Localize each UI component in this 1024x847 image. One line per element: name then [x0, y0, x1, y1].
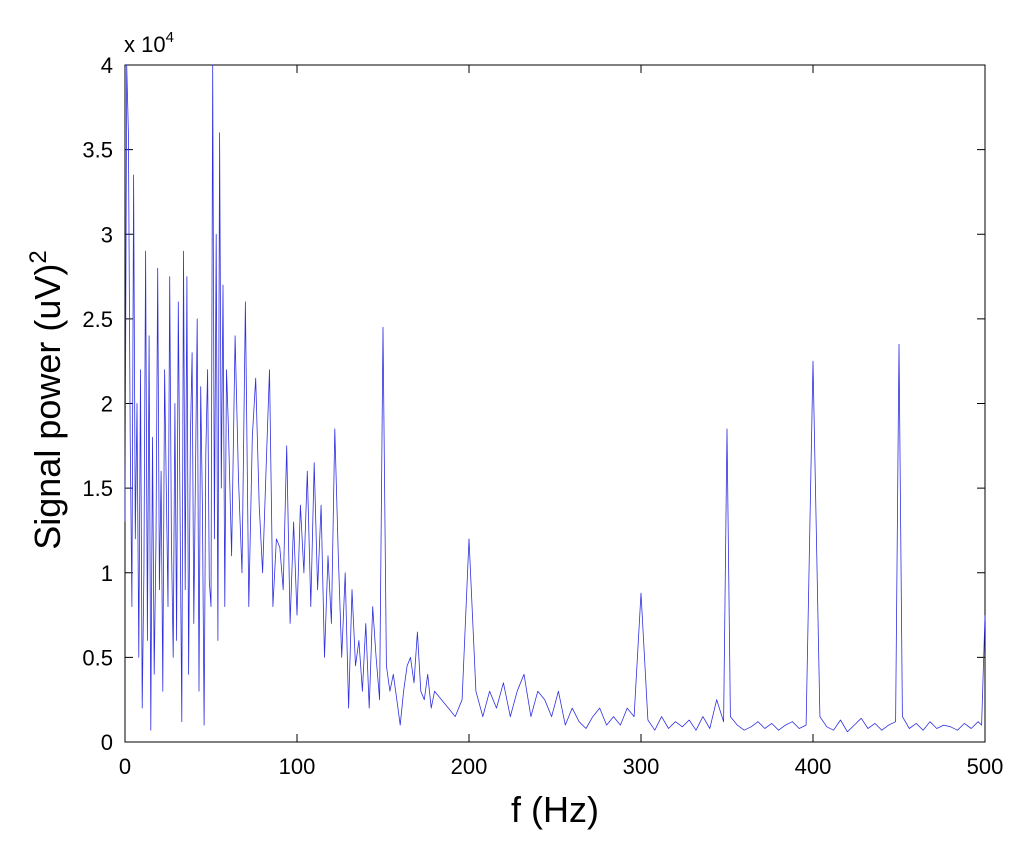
y-tick-label: 0.5 [82, 645, 113, 670]
series-line [124, 64, 986, 733]
y-tick-label: 2 [101, 392, 113, 417]
y-tick-labels: 0 0.5 1 1.5 2 2.5 3 3.5 4 [82, 53, 113, 755]
y-tick-label: 3.5 [82, 138, 113, 163]
x-tick-label: 400 [795, 754, 832, 779]
tick-marks [124, 64, 986, 743]
y-tick-label: 1 [101, 561, 113, 586]
x-tick-label: 300 [623, 754, 660, 779]
x-axis-title: f (Hz) [511, 789, 599, 830]
plot-area [124, 64, 986, 743]
x-tick-labels: 0 100 200 300 400 500 [119, 754, 1003, 779]
y-tick-label: 0 [101, 730, 113, 755]
x-tick-label: 500 [967, 754, 1004, 779]
y-exponent-label: x 104 [124, 29, 174, 57]
y-tick-label: 1.5 [82, 476, 113, 501]
x-tick-label: 0 [119, 754, 131, 779]
y-tick-label: 3 [101, 222, 113, 247]
y-axis-title: Signal power (uV)2 [25, 250, 68, 550]
x-tick-label: 200 [451, 754, 488, 779]
series-layer [124, 64, 986, 733]
y-tick-label: 4 [101, 53, 113, 78]
y-tick-label: 2.5 [82, 307, 113, 332]
x-tick-label: 100 [279, 754, 316, 779]
